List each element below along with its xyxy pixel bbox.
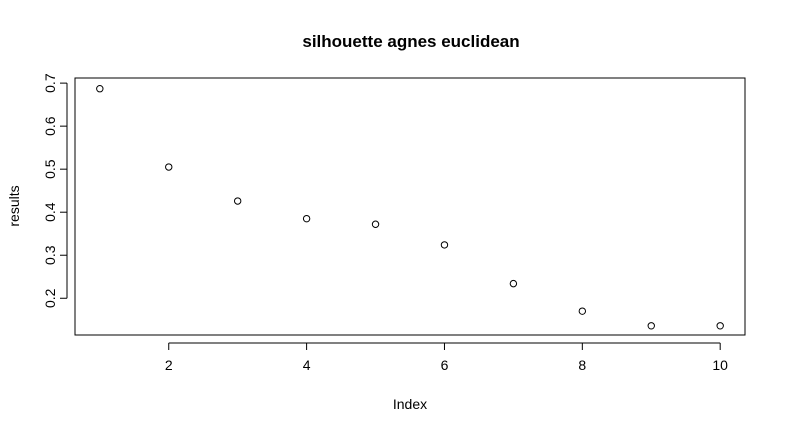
y-tick-label: 0.5 [42, 159, 58, 179]
x-axis-label: Index [393, 396, 427, 412]
data-point [233, 197, 242, 205]
y-tick-label: 0.2 [42, 288, 58, 308]
plot-frame [74, 77, 746, 336]
data-point [716, 322, 724, 330]
data-point [96, 85, 104, 93]
x-tick-label: 10 [712, 357, 728, 373]
data-points [96, 85, 724, 330]
chart-title: silhouette agnes euclidean [302, 32, 519, 51]
y-tick-label: 0.3 [42, 245, 58, 265]
x-tick-label: 2 [165, 357, 173, 373]
y-tick-label: 0.4 [42, 202, 58, 222]
y-tick-label: 0.7 [42, 73, 58, 93]
data-point [371, 220, 380, 228]
data-point [509, 279, 518, 288]
y-axis: 0.2 0.3 0.4 0.5 0.6 0.7 [42, 73, 68, 308]
data-point [578, 307, 587, 315]
y-tick-label: 0.6 [42, 116, 58, 136]
y-axis-label: results [6, 185, 22, 226]
data-point [302, 214, 311, 223]
x-tick-label: 6 [441, 357, 449, 373]
x-tick-label: 8 [578, 357, 586, 373]
data-point [165, 163, 173, 171]
x-axis: 2 4 6 8 10 [165, 342, 728, 373]
data-point [440, 241, 449, 249]
data-point [647, 322, 655, 330]
x-tick-label: 4 [303, 357, 311, 373]
